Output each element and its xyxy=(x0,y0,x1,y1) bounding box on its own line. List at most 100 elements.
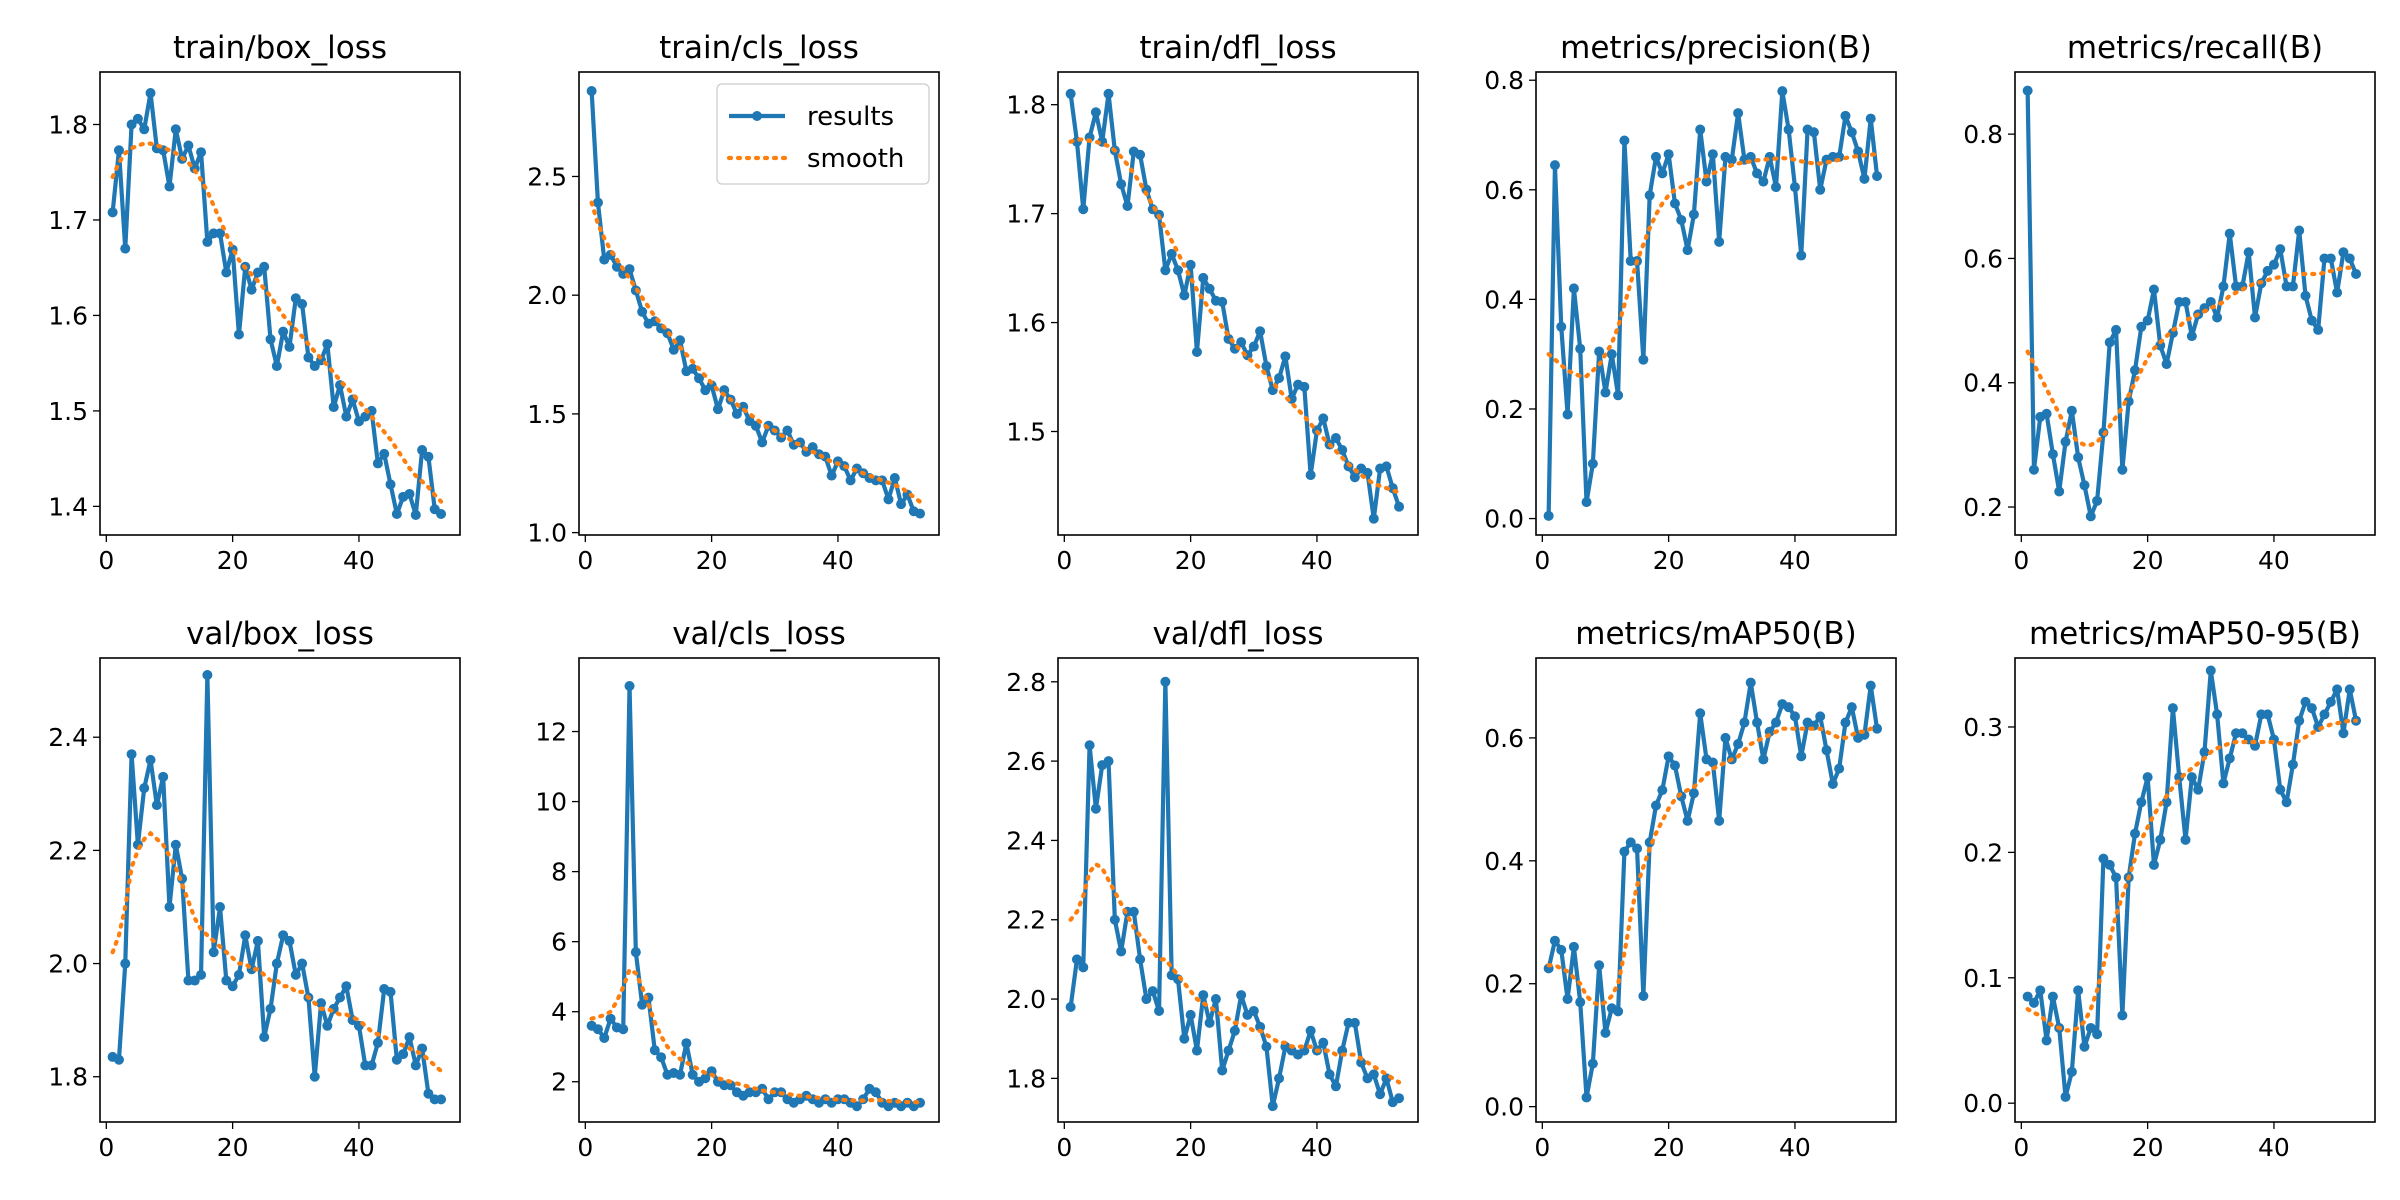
results-point xyxy=(341,411,352,422)
results-point xyxy=(2243,247,2254,258)
plot-frame xyxy=(99,71,461,536)
results-point xyxy=(2180,296,2191,307)
results-point xyxy=(1109,914,1120,925)
results-point xyxy=(1299,381,1310,392)
results-point xyxy=(2079,480,2090,491)
results-point xyxy=(215,901,225,912)
results-point xyxy=(158,771,169,782)
results-point xyxy=(1663,751,1674,762)
results-point xyxy=(391,508,402,519)
subplot-4: metrics/precision(B) 0 20 40 0.0 0.2 0.4 0.6 0.8 xyxy=(1484,30,1897,575)
results-point xyxy=(668,344,679,355)
results-point xyxy=(2142,315,2153,326)
results-point xyxy=(2085,511,2096,522)
x-tick-label: 0 xyxy=(1534,546,1550,575)
results-point xyxy=(2300,290,2311,301)
y-tick-label: 0.8 xyxy=(1484,66,1524,95)
results-point xyxy=(1065,1001,1076,1012)
results-point xyxy=(1733,739,1744,750)
results-point xyxy=(1217,296,1228,307)
y-tick-label: 4 xyxy=(551,998,567,1027)
results-point xyxy=(1619,135,1630,146)
results-point xyxy=(183,140,194,151)
results-point xyxy=(1669,198,1680,209)
results-point xyxy=(624,264,635,275)
results-point xyxy=(649,1045,660,1056)
smooth-series-line xyxy=(589,200,923,504)
results-point xyxy=(366,405,377,416)
results-point xyxy=(322,1020,333,1031)
results-point xyxy=(2294,715,2305,726)
results-point xyxy=(2022,85,2033,96)
results-point xyxy=(807,442,818,453)
plot-frame xyxy=(1535,657,1897,1123)
results-point xyxy=(1575,343,1586,354)
subplot-2: train/cls_loss 0 20 40 1.0 1.5 2.0 2.5 results sm… xyxy=(527,30,940,575)
results-point xyxy=(1274,373,1285,384)
smooth-series-line xyxy=(1546,152,1880,379)
subplot-title: metrics/precision(B) xyxy=(1560,30,1872,66)
x-tick-label: 40 xyxy=(1779,1133,1811,1162)
results-point xyxy=(2161,359,2172,370)
y-tick-label: 0.4 xyxy=(1484,285,1524,314)
results-point xyxy=(1349,472,1360,483)
results-point xyxy=(586,85,597,96)
subplot-1: train/box_loss 0 20 40 1.4 1.5 1.6 1.7 1.8 xyxy=(48,30,461,575)
results-point xyxy=(2237,728,2248,739)
results-point xyxy=(2338,247,2349,258)
results-point xyxy=(2028,464,2039,475)
results-series-line xyxy=(111,672,442,1102)
results-point xyxy=(1714,236,1725,247)
subplot-title: metrics/mAP50(B) xyxy=(1575,616,1856,652)
y-tick-label: 1.8 xyxy=(1006,91,1046,120)
x-tick-label: 0 xyxy=(98,1133,114,1162)
results-point xyxy=(1726,154,1737,165)
results-point xyxy=(1274,1073,1285,1084)
results-point xyxy=(2066,405,2077,416)
results-point xyxy=(1078,962,1089,973)
subplot-title: train/box_loss xyxy=(173,30,387,66)
x-tick-label: 20 xyxy=(2132,1133,2164,1162)
results-point xyxy=(164,901,175,912)
results-point xyxy=(637,999,648,1010)
results-point xyxy=(309,1071,320,1082)
results-point xyxy=(202,669,213,680)
results-point xyxy=(385,479,396,490)
legend: results smooth xyxy=(716,83,930,185)
y-tick-label: 1.8 xyxy=(1006,1064,1046,1093)
x-tick-label: 0 xyxy=(1056,1133,1072,1162)
results-point xyxy=(120,958,131,969)
results-point xyxy=(170,124,181,135)
results-point xyxy=(2325,696,2336,707)
results-point xyxy=(1783,702,1794,713)
y-tick-label: 0.0 xyxy=(1484,505,1524,534)
results-point xyxy=(694,373,704,384)
results-point xyxy=(1141,994,1152,1005)
results-point xyxy=(1676,214,1687,225)
results-point xyxy=(1752,168,1763,179)
subplot-title: val/dfl_loss xyxy=(1153,616,1324,652)
results-point xyxy=(1638,354,1649,365)
x-tick-label: 20 xyxy=(1653,546,1685,575)
results-point xyxy=(366,1060,377,1071)
results-point xyxy=(1682,815,1693,826)
results-point xyxy=(1587,458,1598,469)
y-tick-label: 0.8 xyxy=(1963,120,2003,149)
results-point xyxy=(221,267,232,278)
results-point xyxy=(851,1101,862,1112)
subplot-title: metrics/recall(B) xyxy=(2067,30,2323,66)
plot-frame xyxy=(578,657,940,1123)
results-point xyxy=(624,681,635,692)
results-point xyxy=(1147,986,1158,997)
results-point xyxy=(1191,1045,1202,1056)
results-point xyxy=(1840,110,1851,121)
results-point xyxy=(2136,797,2147,808)
results-point xyxy=(303,352,314,363)
results-point xyxy=(404,1032,415,1043)
results-point xyxy=(1600,387,1611,398)
results-point xyxy=(1248,1005,1259,1016)
results-point xyxy=(2287,281,2298,292)
results-point xyxy=(1632,843,1643,854)
results-point xyxy=(215,228,225,239)
results-point xyxy=(341,981,352,992)
